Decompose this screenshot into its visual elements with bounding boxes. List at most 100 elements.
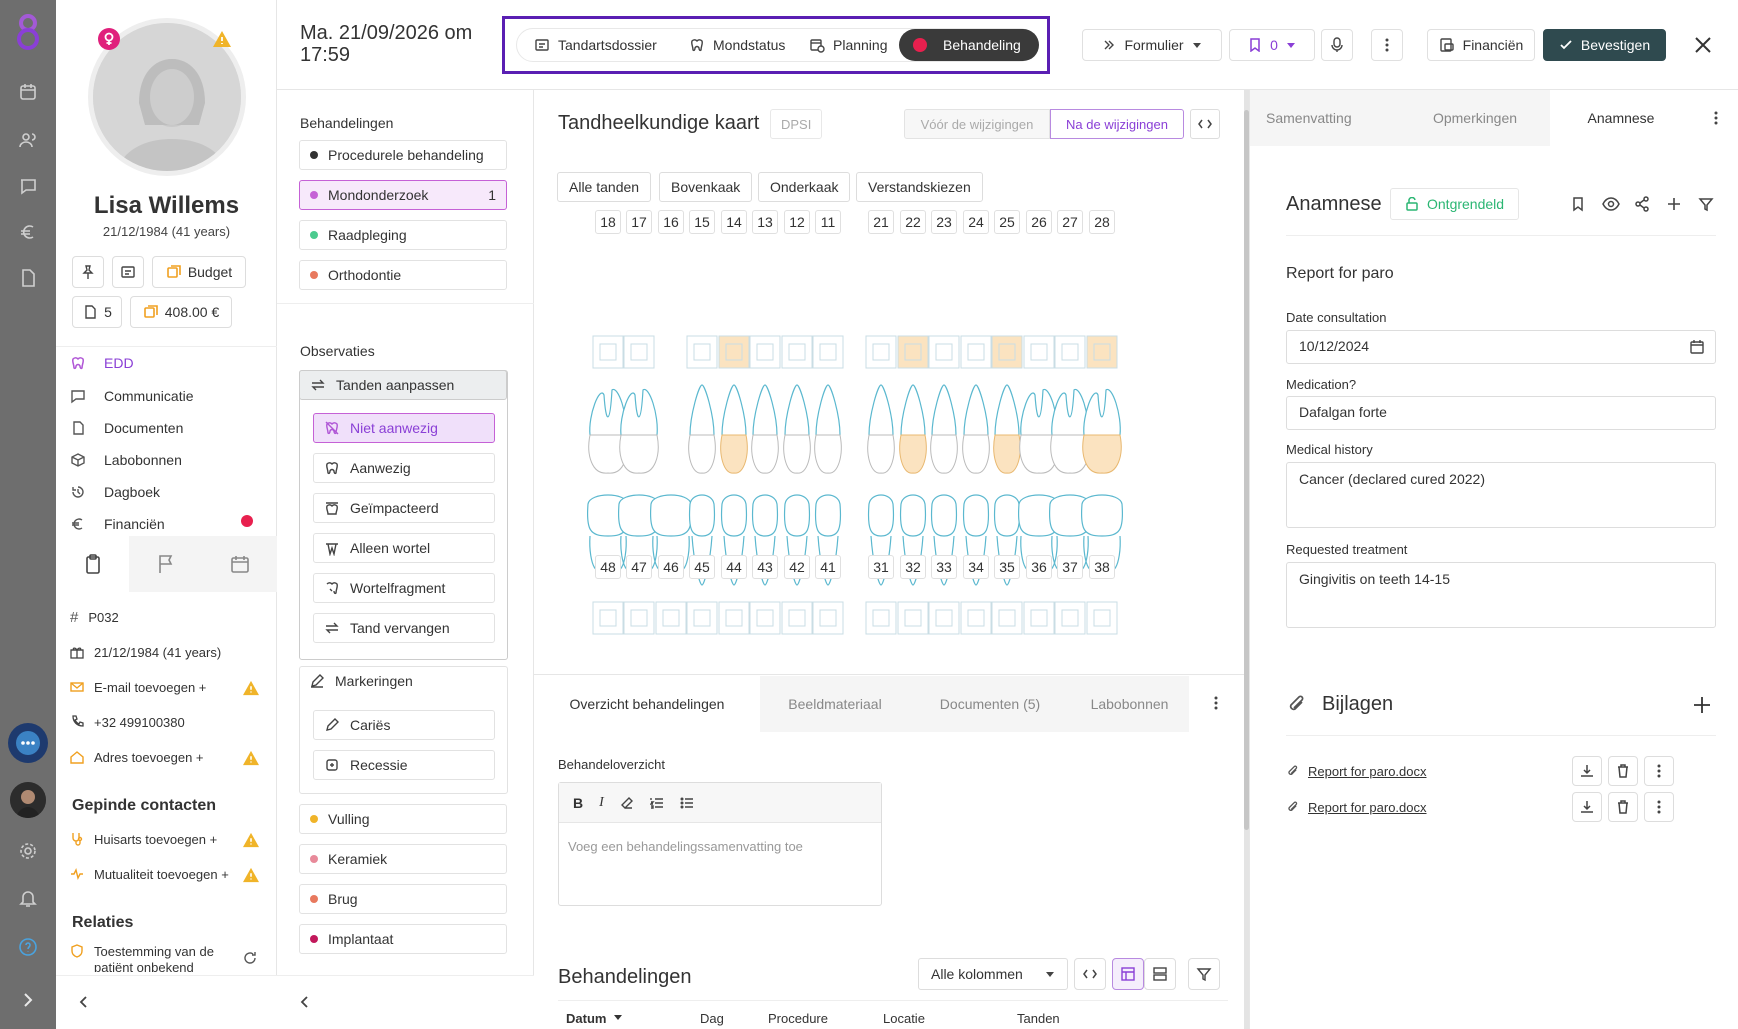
plus-icon[interactable] bbox=[1666, 196, 1682, 212]
tooth-occlusal-46[interactable] bbox=[655, 601, 687, 635]
tooth-crown-22[interactable] bbox=[899, 434, 927, 474]
filter-lower-jaw[interactable]: Onderkaak bbox=[758, 172, 851, 202]
tooth-crown-41[interactable] bbox=[814, 494, 842, 537]
tooth-occlusal-24[interactable] bbox=[960, 335, 992, 369]
tooth-occlusal-44[interactable] bbox=[718, 601, 750, 635]
tooth-number-35[interactable]: 35 bbox=[994, 555, 1020, 579]
tooth-number-16[interactable]: 16 bbox=[658, 210, 684, 234]
tooth-number-26[interactable]: 26 bbox=[1026, 210, 1052, 234]
eraser-icon[interactable] bbox=[620, 796, 634, 810]
date-consultation-input[interactable]: 10/12/2024 bbox=[1286, 330, 1716, 364]
documents-count-chip[interactable]: 5 bbox=[72, 296, 122, 328]
tooth-occlusal-center-27[interactable] bbox=[1061, 343, 1079, 361]
col-procedure[interactable]: Procedure bbox=[768, 1011, 828, 1026]
tooth-number-14[interactable]: 14 bbox=[721, 210, 747, 234]
scrollbar-thumb[interactable] bbox=[1244, 110, 1249, 830]
tooth-crown-35[interactable] bbox=[993, 494, 1021, 537]
filter-icon[interactable] bbox=[1698, 196, 1714, 212]
euro-icon[interactable] bbox=[18, 222, 38, 242]
tab-flag[interactable] bbox=[129, 536, 203, 592]
app-logo[interactable] bbox=[12, 12, 44, 52]
tooth-occlusal-center-35[interactable] bbox=[998, 609, 1016, 627]
tooth-occlusal-25[interactable] bbox=[991, 335, 1023, 369]
bookmark-icon[interactable] bbox=[1570, 196, 1586, 212]
tab-clipboard[interactable] bbox=[56, 536, 129, 592]
add-attachment-icon[interactable] bbox=[1693, 696, 1711, 714]
tooth-crown-17[interactable] bbox=[619, 434, 659, 474]
tab-treatment-overview[interactable]: Overzicht behandelingen bbox=[534, 676, 760, 732]
tooth-number-34[interactable]: 34 bbox=[963, 555, 989, 579]
bold-icon[interactable]: B bbox=[573, 794, 584, 811]
obs-root-only[interactable]: Alleen wortel bbox=[313, 533, 495, 563]
balance-chip[interactable]: 408.00 € bbox=[130, 296, 232, 328]
tooth-occlusal-14[interactable] bbox=[718, 335, 750, 369]
requested-treatment-textarea[interactable]: Gingivitis on teeth 14-15 bbox=[1286, 562, 1716, 628]
tooth-occlusal-38[interactable] bbox=[1086, 601, 1118, 635]
tooth-occlusal-15[interactable] bbox=[686, 335, 718, 369]
tooth-occlusal-41[interactable] bbox=[812, 601, 844, 635]
tooth-number-33[interactable]: 33 bbox=[931, 555, 957, 579]
dpsi-button[interactable]: DPSI bbox=[770, 109, 823, 139]
tooth-number-36[interactable]: 36 bbox=[1026, 555, 1052, 579]
tooth-root-27[interactable] bbox=[1051, 389, 1089, 436]
tooth-occlusal-center-12[interactable] bbox=[788, 343, 806, 361]
tooth-number-21[interactable]: 21 bbox=[868, 210, 894, 234]
collapse-left-icon[interactable] bbox=[76, 994, 92, 1010]
tooth-root-14[interactable] bbox=[721, 384, 747, 436]
download-button[interactable] bbox=[1572, 756, 1602, 786]
tooth-crown-23[interactable] bbox=[930, 434, 958, 474]
tooth-occlusal-center-37[interactable] bbox=[1061, 609, 1079, 627]
tooth-occlusal-17[interactable] bbox=[623, 335, 655, 369]
tooth-root-11[interactable] bbox=[815, 384, 841, 436]
tooth-number-38[interactable]: 38 bbox=[1089, 555, 1115, 579]
obs-not-present[interactable]: Niet aanwezig bbox=[313, 413, 495, 443]
col-teeth[interactable]: Tanden bbox=[1017, 1011, 1060, 1026]
help-icon[interactable] bbox=[18, 937, 38, 957]
tooth-crown-32[interactable] bbox=[899, 494, 927, 537]
tooth-occlusal-18[interactable] bbox=[592, 335, 624, 369]
tooth-number-15[interactable]: 15 bbox=[689, 210, 715, 234]
tab-notes[interactable]: Opmerkingen bbox=[1400, 90, 1550, 146]
after-changes-toggle[interactable]: Na de wijzigingen bbox=[1050, 109, 1184, 139]
tooth-number-32[interactable]: 32 bbox=[900, 555, 926, 579]
info-phone[interactable]: +32 499100380 bbox=[70, 709, 185, 735]
tooth-number-27[interactable]: 27 bbox=[1057, 210, 1083, 234]
treatment-item[interactable]: Brug bbox=[299, 884, 507, 914]
obs-replace-tooth[interactable]: Tand vervangen bbox=[313, 613, 495, 643]
tooth-crown-31[interactable] bbox=[867, 494, 895, 537]
tooth-number-17[interactable]: 17 bbox=[626, 210, 652, 234]
tooth-occlusal-center-46[interactable] bbox=[662, 609, 680, 627]
tooth-occlusal-13[interactable] bbox=[749, 335, 781, 369]
tooth-occlusal-center-24[interactable] bbox=[967, 343, 985, 361]
markings-header[interactable]: Markeringen bbox=[299, 666, 507, 696]
tooth-occlusal-48[interactable] bbox=[592, 601, 624, 635]
tooth-crown-15[interactable] bbox=[688, 434, 716, 474]
treatment-item[interactable]: Vulling bbox=[299, 804, 507, 834]
tooth-occlusal-center-22[interactable] bbox=[904, 343, 922, 361]
finance-button[interactable]: Financiën bbox=[1427, 29, 1535, 61]
tooth-root-26[interactable] bbox=[1020, 389, 1058, 436]
tooth-occlusal-21[interactable] bbox=[865, 335, 897, 369]
more-vertical-icon[interactable] bbox=[1692, 90, 1738, 146]
tooth-occlusal-11[interactable] bbox=[812, 335, 844, 369]
tab-mondstatus[interactable]: Mondstatus bbox=[675, 29, 799, 61]
tooth-number-44[interactable]: 44 bbox=[721, 555, 747, 579]
confirm-button[interactable]: Bevestigen bbox=[1543, 29, 1666, 61]
tooth-occlusal-28[interactable] bbox=[1086, 335, 1118, 369]
tooth-occlusal-center-11[interactable] bbox=[819, 343, 837, 361]
bookmark-dropdown[interactable]: 0 bbox=[1229, 29, 1315, 61]
tab-calendar[interactable] bbox=[203, 536, 277, 592]
tab-imaging[interactable]: Beeldmateriaal bbox=[788, 696, 882, 712]
tooth-occlusal-center-42[interactable] bbox=[788, 609, 806, 627]
unlocked-badge[interactable]: Ontgrendeld bbox=[1390, 188, 1520, 220]
tooth-occlusal-center-18[interactable] bbox=[599, 343, 617, 361]
nav-financien[interactable]: Financiën bbox=[70, 511, 165, 537]
users-icon[interactable] bbox=[18, 130, 38, 150]
nav-communicatie[interactable]: Communicatie bbox=[70, 383, 193, 409]
attachment-link[interactable]: Report for paro.docx bbox=[1308, 800, 1427, 815]
tooth-crown-45[interactable] bbox=[688, 494, 716, 537]
gp-add-link[interactable]: Huisarts toevoegen + bbox=[70, 826, 217, 852]
tooth-root-21[interactable] bbox=[868, 384, 894, 436]
table-view-button[interactable] bbox=[1112, 958, 1144, 990]
tooth-crown-38[interactable] bbox=[1080, 494, 1124, 537]
